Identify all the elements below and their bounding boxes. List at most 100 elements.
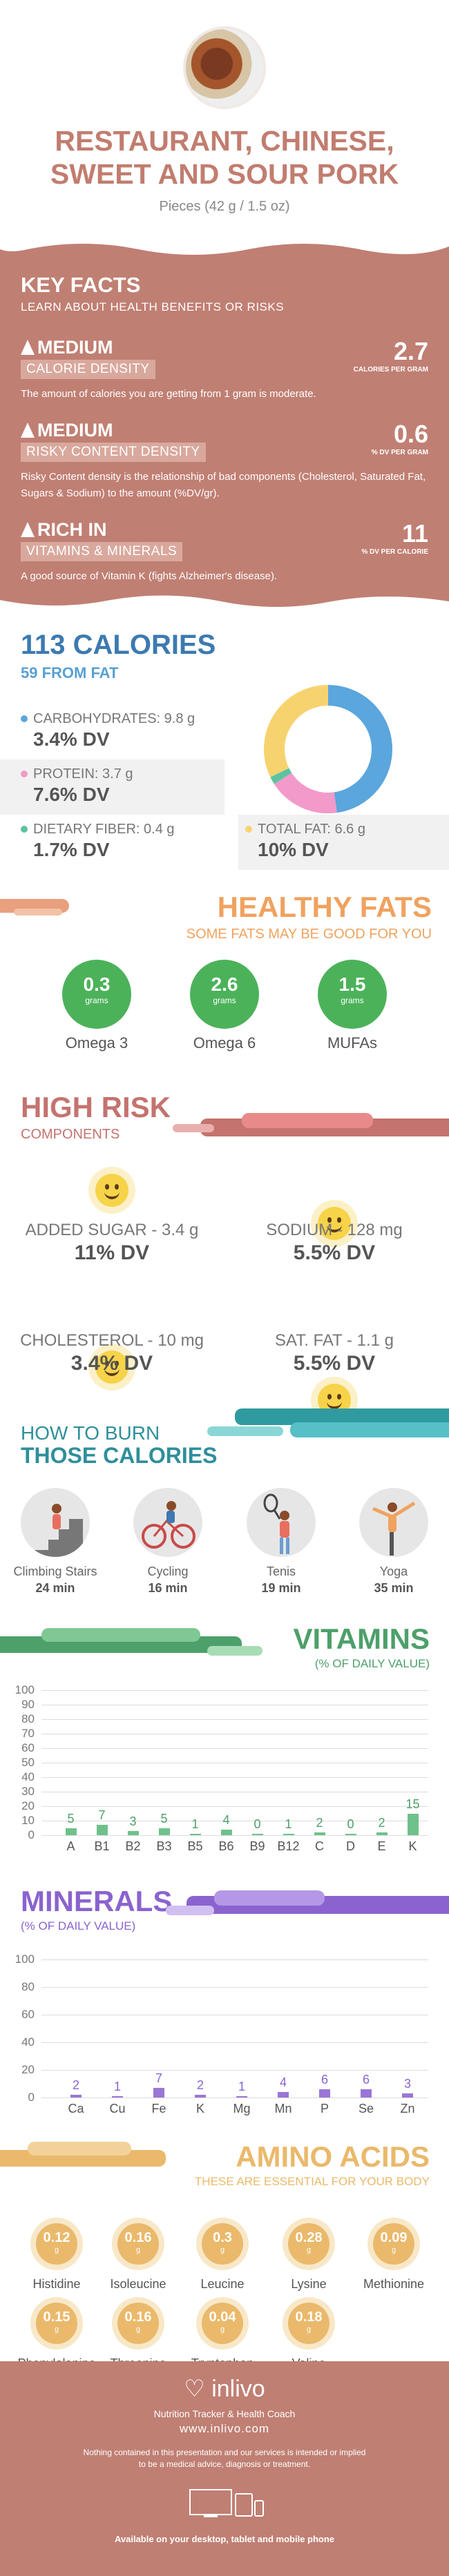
stripe [14, 909, 62, 916]
y-tick-label: 50 [21, 1756, 35, 1769]
activity-time: 24 min [35, 1581, 75, 1595]
amino-circle: 0.09 g [373, 2223, 414, 2265]
bar-value-label: 4 [222, 1812, 230, 1827]
fat-circle: 0.3 grams [62, 960, 131, 1029]
bar-value-label: 1 [285, 1817, 292, 1831]
wave-top [0, 234, 449, 255]
stripe [41, 1628, 200, 1642]
vitamins-section: VITAMINS (% OF DAILY VALUE) 0 10 20 30 40 50 6… [0, 1616, 449, 1857]
amino-value: 0.04 [209, 2309, 236, 2325]
fiber-dot [21, 825, 28, 833]
risk-label: SODIUM - 128 mg [266, 1221, 403, 1239]
bar-value-label: 4 [279, 2075, 287, 2089]
stripe [28, 2142, 131, 2156]
amino-circle: 0.15 g [36, 2303, 77, 2344]
x-tick-label: B6 [218, 1839, 234, 1853]
risk-dv: 5.5% DV [293, 1241, 376, 1264]
y-tick-label: 20 [21, 1799, 35, 1812]
leaf-icon [21, 522, 35, 537]
amino-name: Histidine [32, 2277, 81, 2291]
amino-value: 0.18 [295, 2309, 323, 2325]
x-tick-label: K [195, 2102, 204, 2115]
y-tick-label: 80 [21, 1980, 35, 1993]
stripe [207, 1646, 262, 1656]
website-link[interactable]: www.inlivo.com [179, 2422, 270, 2435]
bar-value-label: 3 [403, 2077, 411, 2091]
fact-value: 0.6 [393, 420, 428, 448]
x-tick-label: P [320, 2102, 329, 2115]
fat-unit: grams [213, 996, 236, 1005]
y-tick-label: 40 [21, 1770, 35, 1783]
cycling-icon [133, 1488, 202, 1557]
protein-bg [0, 759, 224, 815]
y-tick-label: 40 [21, 2035, 35, 2049]
x-tick-label: B9 [249, 1839, 265, 1853]
amino-unit: g [54, 2325, 59, 2334]
risk-label: CHOLESTEROL - 10 mg [20, 1331, 204, 1350]
disclaimer-2: to be a medical advice, diagnosis or tre… [138, 2459, 311, 2469]
risk-dv: 11% DV [74, 1241, 150, 1264]
amino-circle: 0.18 g [288, 2303, 329, 2344]
high-risk-subtitle: COMPONENTS [21, 1127, 120, 1142]
bar-value-label: 1 [238, 2080, 245, 2093]
bar-B2 [127, 1830, 139, 1835]
minerals-section: MINERALS (% OF DAILY VALUE) 0 20 40 60 80 100… [0, 1878, 449, 2115]
fat-bg [238, 815, 449, 870]
minerals-bar-chart: 0 20 40 60 80 100 2 Ca 1 Cu 7 Fe 2 K 1 Mg 4 Mn 6 P 6 Se 3 Zn [0, 1878, 449, 2115]
x-tick-label: Mg [233, 2102, 251, 2115]
grid-line [41, 1835, 428, 1836]
amino-circle: 0.16 g [117, 2223, 159, 2265]
minerals-title: MINERALS [21, 1885, 173, 1917]
bar-Mn [278, 2092, 289, 2098]
fact-level: MEDIUM [37, 420, 113, 440]
amino-unit: g [220, 2325, 225, 2334]
heart-icon: ♡ [184, 2376, 205, 2402]
x-tick-label: B2 [125, 1839, 141, 1853]
fact-description: The amount of calories you are getting f… [21, 388, 316, 400]
x-tick-label: B3 [156, 1839, 172, 1853]
y-tick-label: 10 [21, 1814, 35, 1827]
protein-dot [21, 770, 28, 777]
fat-circle: 1.5 grams [318, 960, 387, 1029]
x-tick-label: A [66, 1839, 75, 1853]
fact-description: A good source of Vitamin K (fights Alzhe… [21, 570, 278, 582]
fat-name: Omega 3 [65, 1034, 128, 1052]
bar-B5 [189, 1833, 201, 1835]
burn-title-line-2: THOSE CALORIES [21, 1443, 218, 1468]
amino-circle: 0.3 g [202, 2223, 243, 2265]
stripe [242, 1113, 373, 1128]
yoga-icon [359, 1488, 428, 1557]
bar-value-label: 2 [378, 1815, 385, 1830]
amino-unit: g [135, 2325, 141, 2334]
amino-name: Isoleucine [110, 2277, 166, 2291]
grid-line [41, 1806, 428, 1807]
amino-unit: g [54, 2246, 59, 2254]
fact-tag: RISKY CONTENT DENSITY [21, 443, 206, 462]
stripe [290, 1422, 449, 1437]
nutrient-protein: PROTEIN: 3.7 g 7.6% DV [21, 759, 228, 815]
fat-name: MUFAs [327, 1034, 378, 1052]
fact-tag: CALORIE DENSITY [21, 360, 155, 379]
minerals-subtitle: (% OF DAILY VALUE) [21, 1919, 136, 1933]
page-title: RESTAURANT, CHINESE, SWEET AND SOUR PORK [0, 124, 449, 191]
amino-value: 0.09 [380, 2230, 408, 2245]
donut-slice-fat [264, 685, 329, 777]
vitamins-title: VITAMINS [293, 1623, 430, 1655]
x-tick-label: K [408, 1839, 417, 1853]
x-tick-label: Zn [400, 2102, 415, 2115]
nutrient-label: DIETARY FIBER: 0.4 g [33, 822, 175, 837]
key-facts-subtitle: LEARN ABOUT HEALTH BENEFITS OR RISKS [21, 300, 285, 313]
y-tick-label: 60 [21, 2008, 35, 2021]
y-tick-label: 60 [21, 1741, 35, 1754]
bar-B12 [283, 1833, 294, 1835]
amino-unit: g [391, 2246, 397, 2254]
footer: ♡ inlivo Nutrition Tracker & Health Coac… [0, 2361, 449, 2576]
bar-Zn [402, 2093, 413, 2098]
amino-unit: g [306, 2246, 312, 2254]
stripe [207, 1426, 283, 1436]
healthy-fats-subtitle: SOME FATS MAY BE GOOD FOR YOU [186, 927, 432, 942]
amino-circle: 0.04 g [202, 2303, 243, 2344]
grid-line [41, 1777, 428, 1778]
calories-donut-chart [264, 685, 392, 813]
bar-value-label: 0 [347, 1817, 354, 1831]
